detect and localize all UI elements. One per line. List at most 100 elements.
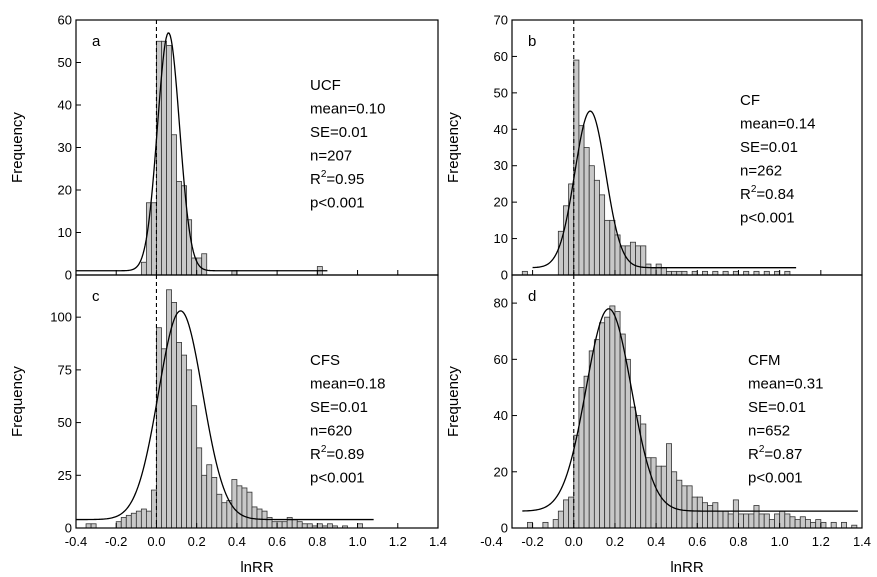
histogram-bar [527,521,533,529]
histogram-bar [145,510,152,529]
y-tick-label: 60 [58,13,72,28]
panel-letter: c [92,288,100,305]
y-tick-label: 100 [50,310,72,325]
fit-curve [532,110,797,269]
histogram-bar [206,464,213,529]
histogram-bar [563,499,570,529]
histogram-bar [671,471,678,529]
histogram-bar [660,267,667,276]
group-label: CFM [748,352,781,369]
y-tick-label: 40 [494,408,508,423]
histogram-bar [578,125,585,276]
histogram-bar [599,322,606,529]
histogram-bar [196,447,203,529]
histogram-bar [609,219,616,276]
histogram-bar [306,523,313,529]
group-label: CF [740,92,760,109]
fit-curve [76,32,328,272]
histogram-bar [629,406,636,529]
y-tick-label: 10 [58,225,72,240]
histogram-bar [815,519,822,529]
histogram-bar [186,369,193,529]
histogram-bar [609,305,616,529]
y-tick-label: 10 [494,231,508,246]
histogram-bar [90,523,97,529]
histogram-bar [604,219,611,276]
histogram-bar [161,40,167,276]
stat-label: p<0.001 [748,470,803,487]
x-tick-label: -0.2 [521,534,543,549]
histogram-bar [702,502,708,529]
plot-frame [75,19,439,276]
histogram-bar [588,165,595,276]
y-tick-label: 0 [501,521,508,536]
x-tick-label: -0.4 [480,534,502,549]
histogram-bar [779,510,786,529]
histogram-bar [125,514,132,529]
histogram-bar [156,40,162,276]
histogram-bar [296,521,303,529]
stat-label: SE=0.01 [310,399,368,416]
histogram-bar [727,513,734,529]
histogram-bar [281,521,288,529]
histogram-bar [624,358,631,529]
x-tick-label: 0.6 [688,534,706,549]
stat-label: p<0.001 [740,210,795,227]
x-tick-label: 1.2 [812,534,830,549]
y-tick-label: 0 [65,521,72,536]
histogram-bar [763,513,770,529]
histogram-bar [614,311,621,529]
histogram-bar [660,465,667,529]
histogram-bar [738,513,745,529]
x-tick-label: 0.2 [188,534,206,549]
histogram-bar [841,521,847,529]
y-tick-label: 0 [501,268,508,283]
x-tick-label: 1.4 [429,534,447,549]
histogram-bar [216,493,223,529]
histogram-bar [151,202,157,276]
histogram-bar [115,521,122,529]
histogram-bar [552,519,559,529]
stat-label: n=207 [310,148,352,165]
histogram-bar [176,342,182,529]
group-label: UCF [310,77,341,94]
stat-label: mean=0.14 [740,116,815,133]
x-tick-label: 0.4 [228,534,246,549]
r-squared-label: R2=0.89 [310,444,364,463]
histogram-bar [140,508,147,529]
group-label: CFS [310,352,340,369]
histogram-bar [666,443,672,529]
histogram-bar [191,405,198,529]
histogram-bar [231,479,238,529]
r-squared-label: R2=0.95 [310,169,364,188]
histogram-bar [830,521,837,529]
stat-label: mean=0.18 [310,376,385,393]
fit-curve [76,310,374,521]
histogram-bar [211,476,218,529]
x-tick-label: 0.2 [606,534,624,549]
y-tick-label: 60 [494,352,508,367]
histogram-bar [810,521,817,529]
histogram-bar [784,513,791,529]
plot-frame [511,274,863,529]
histogram-bar [588,350,595,529]
panel-letter: a [92,33,101,50]
histogram-bar [593,179,600,276]
histogram-bar [743,513,750,529]
histogram-bar [707,505,714,529]
histogram-bar [145,202,152,276]
y-tick-label: 80 [494,296,508,311]
histogram-bar [619,333,626,529]
histogram-bar [604,316,611,529]
histogram-bar [316,523,323,529]
y-tick-label: 40 [494,122,508,137]
x-tick-label: -0.2 [105,534,127,549]
x-tick-label: 1.4 [853,534,871,549]
y-tick-label: 50 [58,415,72,430]
y-tick-label: 25 [58,468,72,483]
histogram-bar [583,375,590,529]
histogram-bar [140,261,147,276]
histogram-bar [655,263,662,276]
histogram-bar [156,327,162,529]
y-tick-label: 40 [58,98,72,113]
